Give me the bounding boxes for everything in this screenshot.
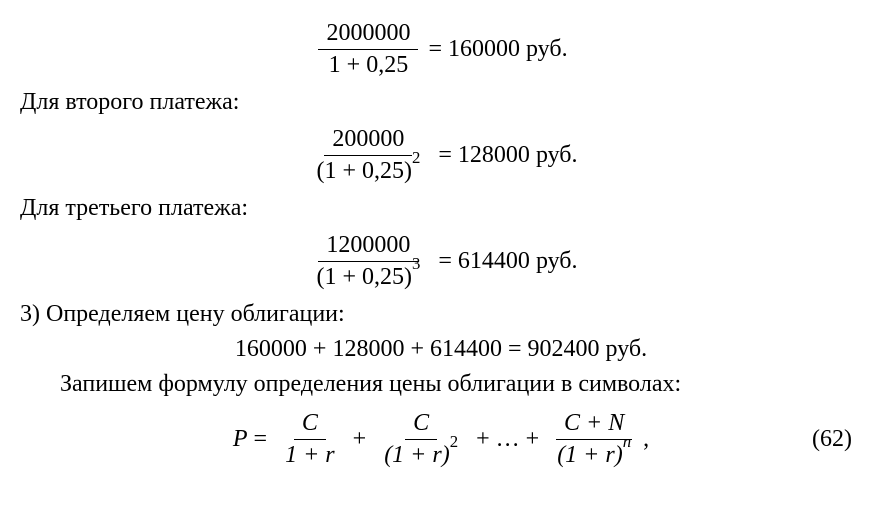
formula-term-1: C 1 + r: [277, 408, 343, 471]
equation-result: = 128000: [438, 142, 530, 169]
denominator: (1 + 0,25)2: [308, 156, 428, 187]
numerator: 1200000: [318, 230, 418, 262]
ellipsis: + … +: [476, 426, 539, 453]
fraction-1: 2000000 1 + 0,25: [318, 18, 418, 81]
formula-lhs: P: [233, 426, 248, 453]
text-formula-intro: Запишем формулу определения цены облигац…: [20, 371, 862, 398]
formula-tail: ,: [643, 426, 649, 453]
denominator: 1 + r: [277, 440, 343, 471]
equation-result: = 614400: [438, 248, 530, 275]
numerator: C: [294, 408, 326, 440]
denominator-base: (1 + r): [384, 442, 450, 469]
fraction-3: 1200000 (1 + 0,25)3: [308, 230, 428, 293]
text-third-payment: Для третьего платежа:: [20, 195, 862, 222]
sum-equation: 160000 + 128000 + 614400 = 902400 руб.: [20, 336, 862, 363]
text-second-payment: Для второго платежа:: [20, 89, 862, 116]
denominator-base: (1 + r): [557, 442, 623, 469]
numerator: 200000: [324, 124, 412, 156]
equation-unit: руб.: [536, 248, 578, 275]
denominator: (1 + r)2: [376, 440, 466, 471]
equation-unit: руб.: [526, 36, 568, 63]
formula-term-2: C (1 + r)2: [376, 408, 466, 471]
numerator: 2000000: [318, 18, 418, 50]
bond-price-formula: P = C 1 + r + C (1 + r)2 + … + C + N (1 …: [20, 408, 862, 471]
numerator: C + N: [556, 408, 632, 440]
denominator-base: (1 + 0,25): [316, 264, 412, 291]
equation-2: 200000 (1 + 0,25)2 = 128000 руб.: [20, 124, 862, 187]
denominator: 1 + 0,25: [321, 50, 417, 81]
denominator: (1 + r)n: [549, 440, 639, 471]
equation-result: = 160000: [428, 36, 520, 63]
text-define-price: 3) Определяем цену облигации:: [20, 301, 862, 328]
denominator: (1 + 0,25)3: [308, 262, 428, 293]
formula-term-n: C + N (1 + r)n: [549, 408, 639, 471]
denominator-base: (1 + 0,25): [316, 158, 412, 185]
equation-number: (62): [812, 426, 852, 453]
numerator: C: [405, 408, 437, 440]
fraction-2: 200000 (1 + 0,25)2: [308, 124, 428, 187]
plus-sign: +: [353, 426, 367, 453]
equation-unit: руб.: [536, 142, 578, 169]
equation-1: 2000000 1 + 0,25 = 160000 руб.: [20, 18, 862, 81]
equals-sign: =: [254, 426, 268, 453]
equation-3: 1200000 (1 + 0,25)3 = 614400 руб.: [20, 230, 862, 293]
